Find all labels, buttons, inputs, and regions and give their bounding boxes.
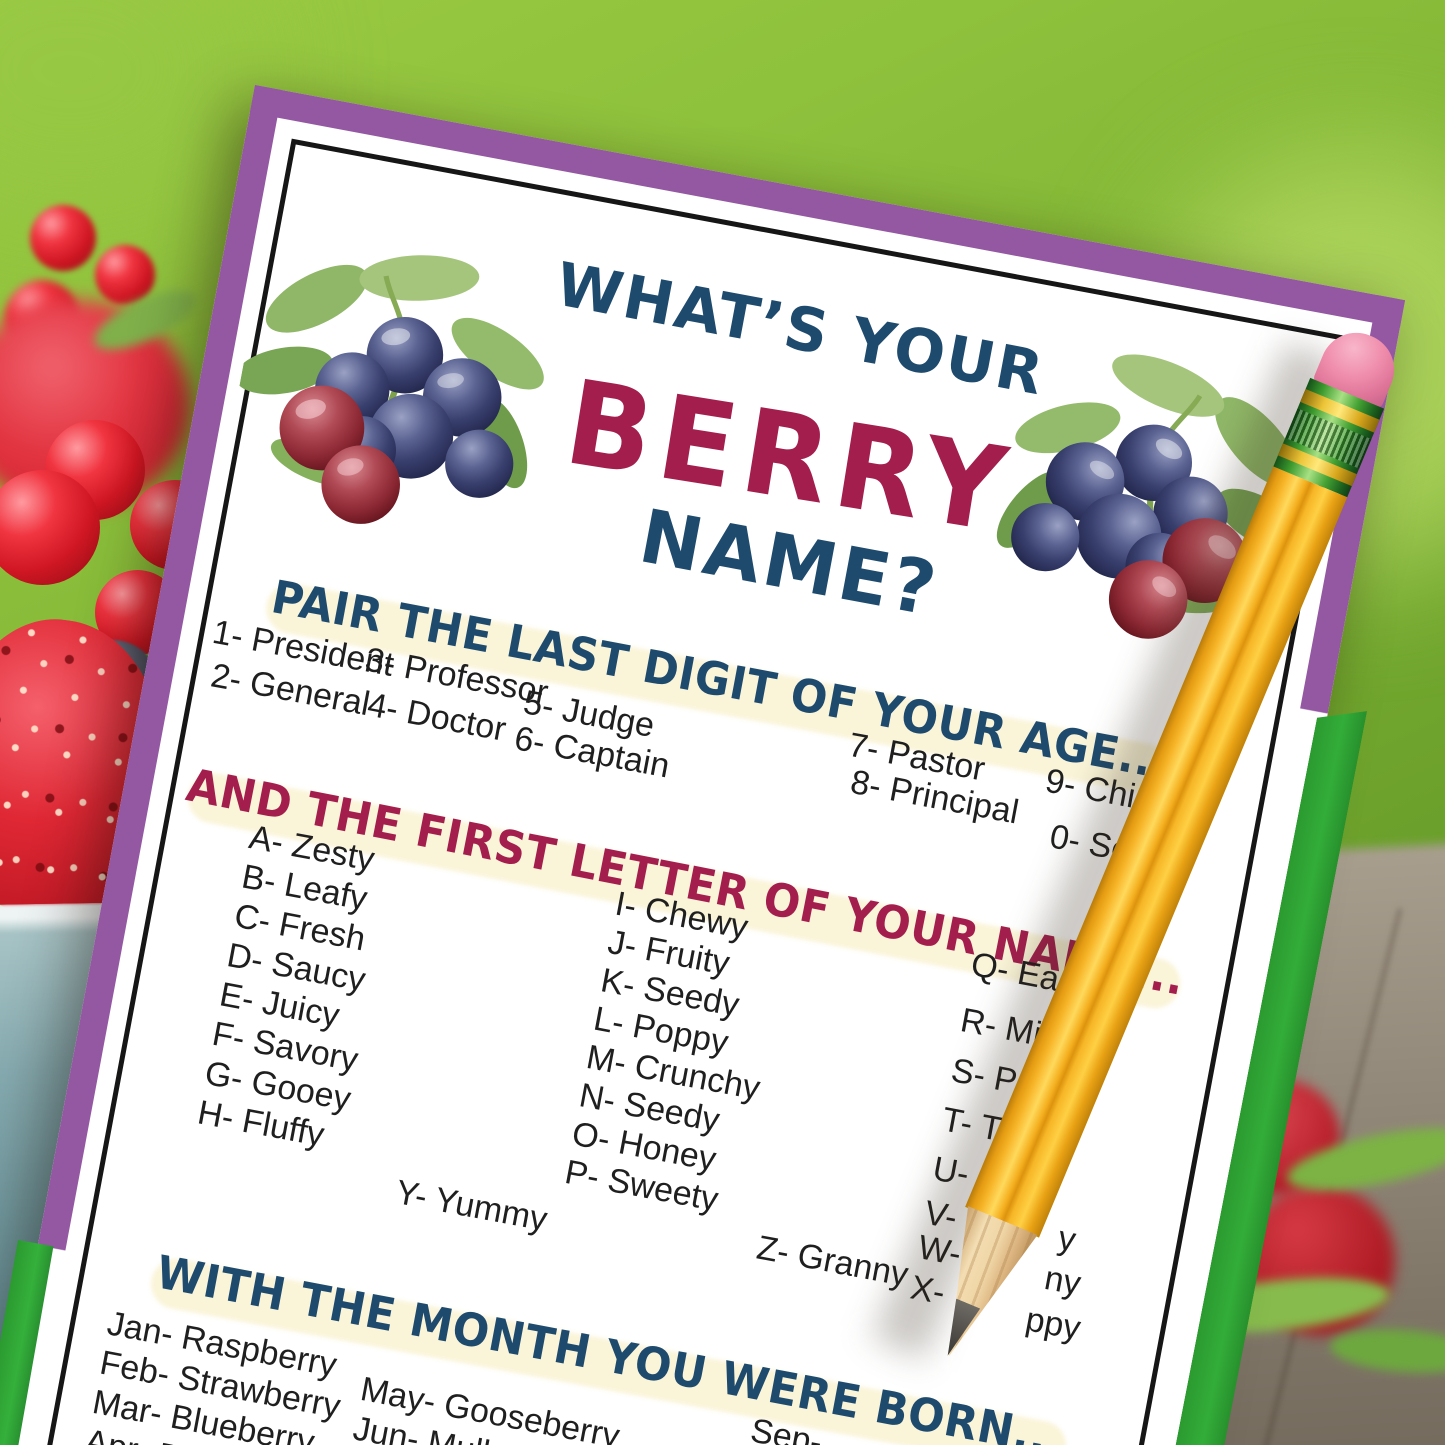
red-currant xyxy=(0,470,100,585)
red-currant xyxy=(95,245,155,305)
red-currant xyxy=(30,205,96,271)
berry-cluster-illustration-left xyxy=(217,208,577,560)
pencil-graphite-tip xyxy=(935,1299,981,1361)
letter-item-tail: ny xyxy=(1041,1259,1084,1303)
letter-item-tail: ppy xyxy=(1022,1300,1084,1348)
